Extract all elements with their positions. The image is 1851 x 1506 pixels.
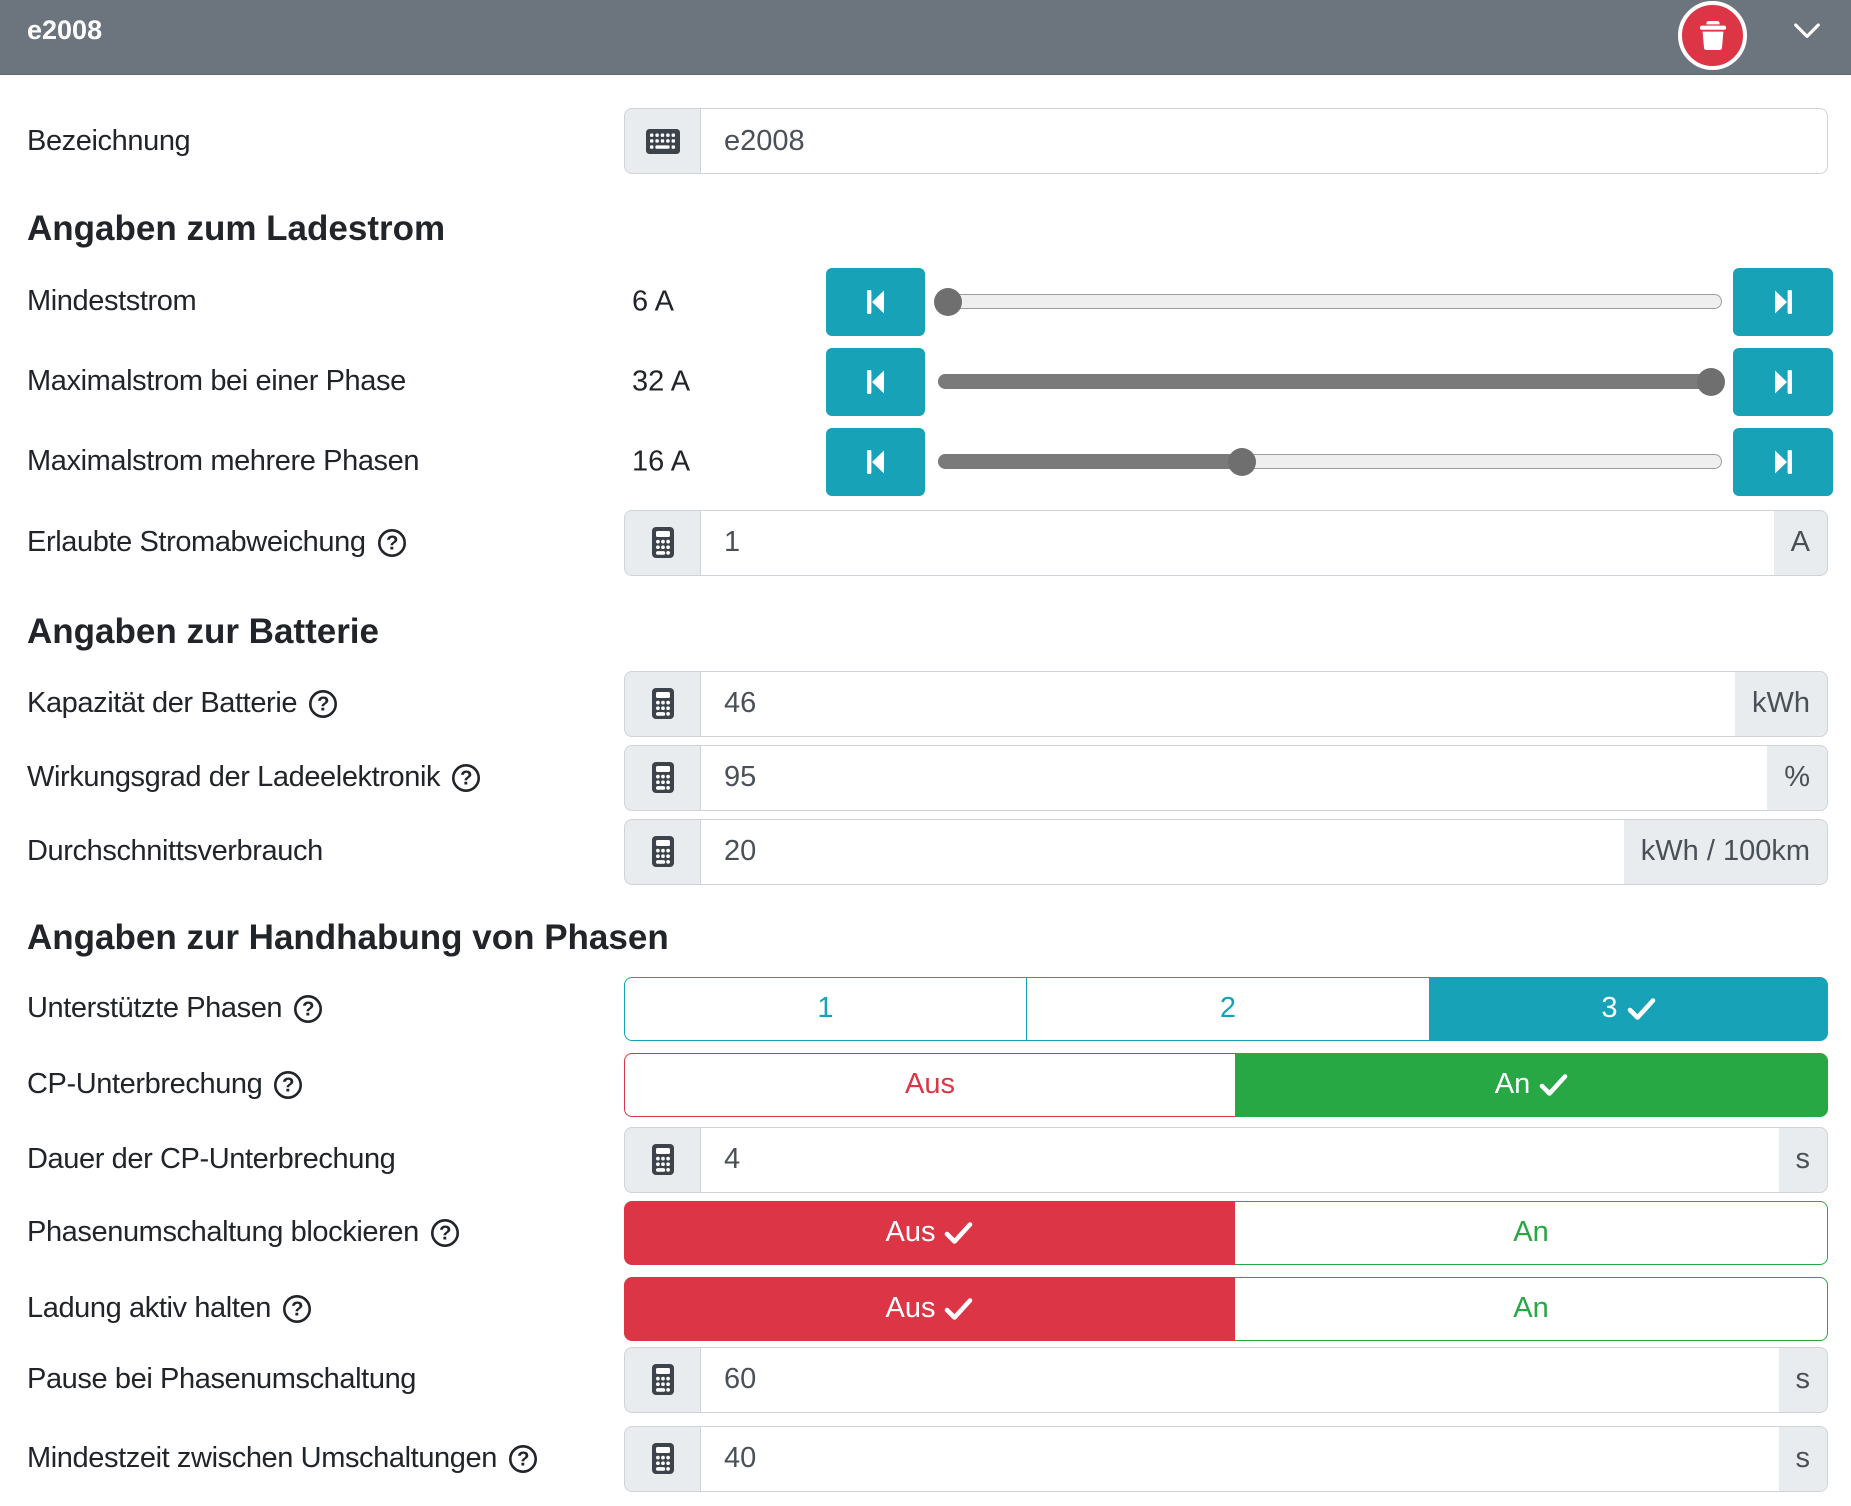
svg-text:?: ?	[517, 1447, 529, 1470]
svg-text:?: ?	[386, 531, 398, 554]
svg-text:?: ?	[439, 1221, 451, 1244]
svg-text:?: ?	[302, 997, 314, 1020]
svg-text:?: ?	[317, 692, 329, 715]
svg-text:?: ?	[460, 766, 472, 789]
svg-text:?: ?	[291, 1297, 303, 1320]
svg-text:?: ?	[282, 1073, 294, 1096]
